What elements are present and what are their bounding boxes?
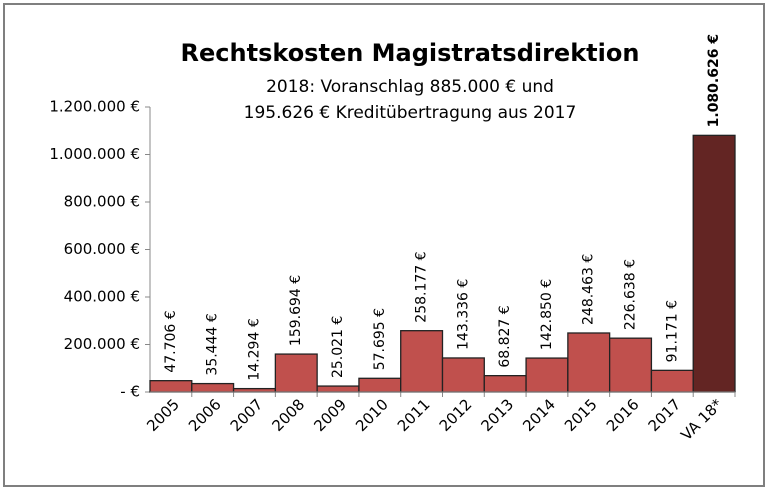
y-tick-label: 1.000.000 € [49,145,140,163]
value-label: 14.294 € [246,318,262,380]
bar [232,387,277,393]
value-label: 248.463 € [581,254,597,325]
y-tick-label: 800.000 € [64,193,140,211]
bar [400,330,444,393]
bar [191,382,235,393]
value-label: 159.694 € [288,275,304,346]
value-label: 142.850 € [539,279,555,350]
chart-frame [3,3,765,487]
bar [149,380,193,393]
bar [483,375,527,393]
y-tick-label: 1.200.000 € [49,98,140,116]
value-label: 258.177 € [414,251,430,322]
bar [608,337,653,393]
y-tick-label: 600.000 € [64,240,140,258]
y-tick-label: - € [120,383,140,401]
bar [441,357,485,393]
chart-subtitle: 2018: Voranschlag 885.000 € und [266,77,554,97]
bar [274,353,318,393]
value-label: 47.706 € [163,310,179,372]
value-label: 1.080.626 € [706,34,722,127]
value-label: 226.638 € [623,259,639,330]
value-label: 143.336 € [455,279,471,350]
value-label: 91.171 € [664,300,680,362]
value-label: 68.827 € [497,305,513,367]
value-label: 25.021 € [330,316,346,378]
bar [525,357,569,393]
chart-title: Rechtskosten Magistratsdirektion [181,39,640,67]
bar [316,385,360,393]
value-label: 57.695 € [372,308,388,370]
bar [358,377,402,393]
bar [650,369,694,393]
bar [692,134,736,393]
chart-subtitle: 195.626 € Kreditübertragung aus 2017 [244,103,577,123]
y-tick-label: 200.000 € [64,335,140,353]
value-label: 35.444 € [205,313,221,375]
bar [567,332,611,393]
y-tick-label: 400.000 € [64,288,140,306]
